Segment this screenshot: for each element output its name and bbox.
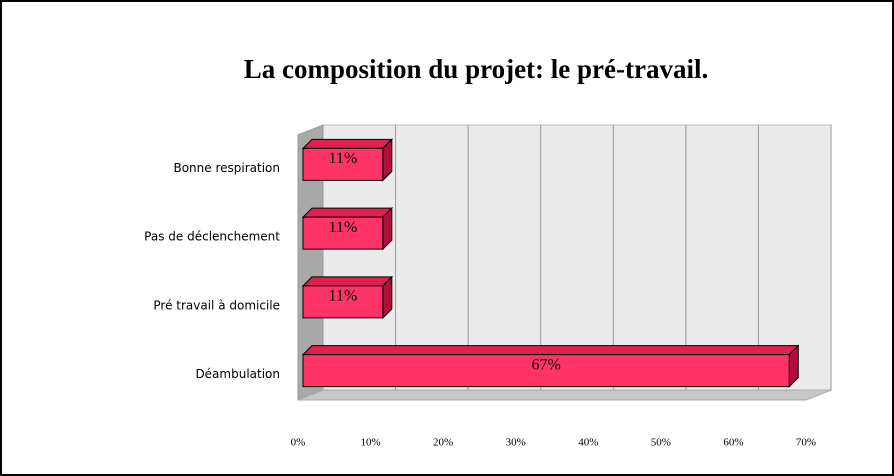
x-tick-label: 20% <box>433 437 453 449</box>
value-label: 67% <box>531 356 560 373</box>
bar-top <box>301 345 800 356</box>
value-label: 11% <box>329 219 358 236</box>
x-tick-label: 40% <box>578 437 598 449</box>
y-tick-label: Pré travail à domicile <box>153 298 280 312</box>
x-tick-label: 0% <box>291 437 306 449</box>
chart-title: La composition du projet: le pré-travail… <box>244 54 708 84</box>
y-tick-label: Bonne respiration <box>173 161 280 175</box>
floor <box>297 389 832 401</box>
x-tick-label: 60% <box>723 437 743 449</box>
bar-top <box>301 276 394 287</box>
bar <box>302 354 790 388</box>
y-tick-label: Pas de déclenchement <box>144 230 280 244</box>
x-tick-label: 70% <box>796 437 816 449</box>
value-label: 11% <box>329 288 358 305</box>
x-tick-label: 50% <box>651 437 671 449</box>
value-label: 11% <box>329 150 358 167</box>
bar <box>302 285 384 319</box>
bar <box>302 147 384 181</box>
x-tick-label: 10% <box>360 437 380 449</box>
y-tick-label: Déambulation <box>195 367 280 381</box>
bar-top <box>301 207 394 218</box>
bar <box>302 216 384 250</box>
bar-top <box>301 138 394 149</box>
x-tick-label: 30% <box>506 437 526 449</box>
